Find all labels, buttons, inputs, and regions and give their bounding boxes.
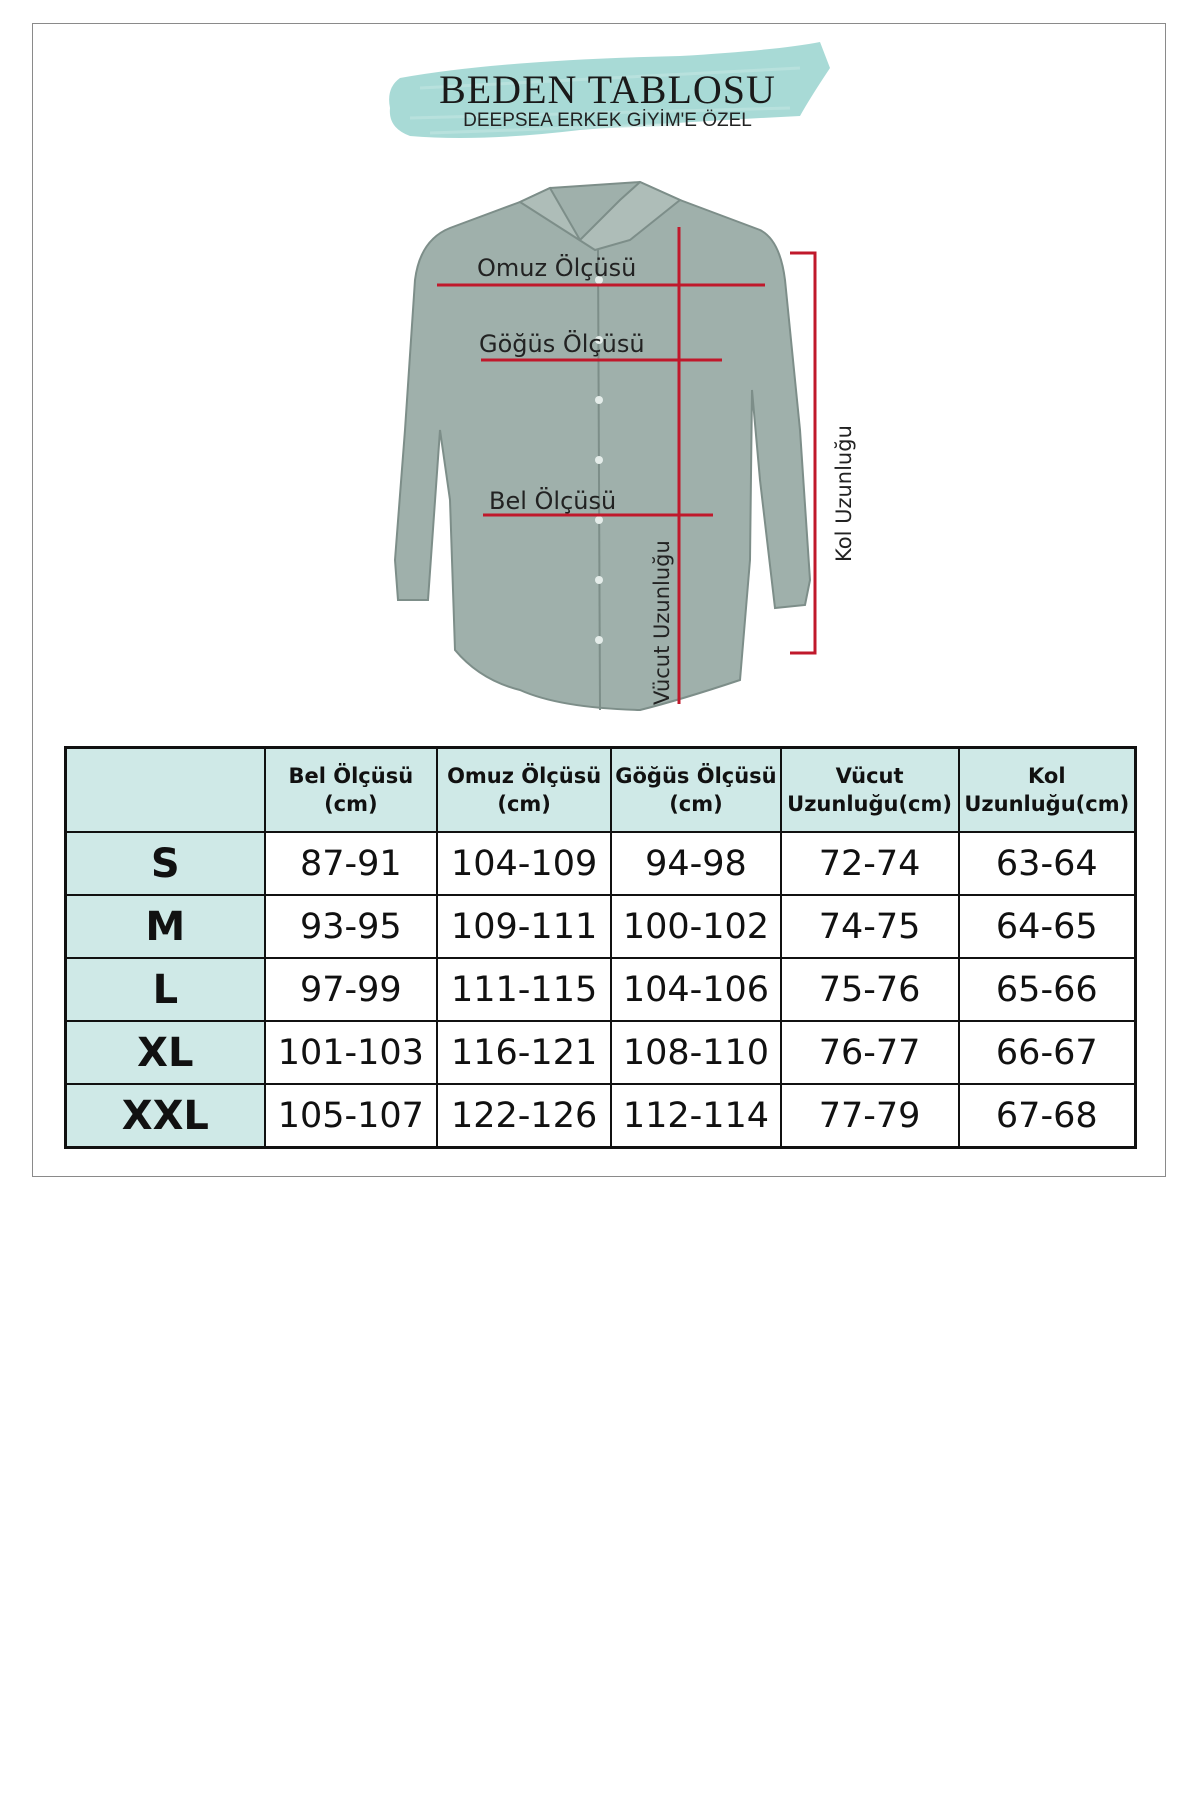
measurement-cell: 93-95 [263, 894, 438, 959]
measurement-cell: 67-68 [957, 1083, 1137, 1149]
measurement-cell: 63-64 [957, 831, 1137, 896]
shirt-illustration [393, 180, 817, 712]
measurement-cell: 94-98 [610, 831, 782, 896]
measurement-cell: 65-66 [957, 957, 1137, 1022]
column-header: Omuz Ölçüsü (cm) [435, 746, 613, 833]
measurement-cell: 77-79 [779, 1083, 960, 1149]
column-header: Kol Uzunluğu(cm) [957, 746, 1137, 833]
table-row: S 87-91 104-109 94-98 72-74 63-64 [64, 831, 1137, 896]
measurement-cell: 108-110 [610, 1020, 782, 1085]
measurement-cell: 109-111 [435, 894, 613, 959]
page-title: BEDEN TABLOSU [439, 67, 776, 112]
table-row: XXL 105-107 122-126 112-114 77-79 67-68 [64, 1083, 1137, 1149]
table-row: XL 101-103 116-121 108-110 76-77 66-67 [64, 1020, 1137, 1085]
size-label: M [64, 894, 266, 959]
chest-label: Göğüs Ölçüsü [479, 330, 645, 358]
waist-label: Bel Ölçüsü [489, 487, 617, 515]
size-label: S [64, 831, 266, 896]
body-length-label: Vücut Uzunluğu [650, 540, 674, 705]
measurement-cell: 72-74 [779, 831, 960, 896]
column-header: Bel Ölçüsü (cm) [263, 746, 438, 833]
measurement-cell: 75-76 [779, 957, 960, 1022]
table-header-row: Bel Ölçüsü (cm) Omuz Ölçüsü (cm) Göğüs Ölç… [64, 746, 1137, 833]
brush-stroke-banner [389, 42, 830, 138]
sleeve-length-label: Kol Uzunluğu [832, 425, 856, 562]
measurement-cell: 74-75 [779, 894, 960, 959]
size-label: XL [64, 1020, 266, 1085]
measurement-cell: 105-107 [263, 1083, 438, 1149]
measurement-cell: 87-91 [263, 831, 438, 896]
measurement-cell: 104-109 [435, 831, 613, 896]
measurement-cell: 100-102 [610, 894, 782, 959]
size-label: XXL [64, 1083, 266, 1149]
column-header: Vücut Uzunluğu(cm) [779, 746, 960, 833]
measurement-cell: 101-103 [263, 1020, 438, 1085]
measurement-cell: 104-106 [610, 957, 782, 1022]
measurement-cell: 122-126 [435, 1083, 613, 1149]
table-row: M 93-95 109-111 100-102 74-75 64-65 [64, 894, 1137, 959]
column-header [64, 746, 266, 833]
shoulder-label: Omuz Ölçüsü [477, 254, 637, 282]
size-table: Bel Ölçüsü (cm) Omuz Ölçüsü (cm) Göğüs Ölç… [64, 746, 1137, 1149]
measurement-cell: 111-115 [435, 957, 613, 1022]
column-header: Göğüs Ölçüsü (cm) [610, 746, 782, 833]
size-label: L [64, 957, 266, 1022]
measurement-cell: 66-67 [957, 1020, 1137, 1085]
chart-frame [32, 23, 1166, 1177]
measurement-cell: 97-99 [263, 957, 438, 1022]
measurement-cell: 64-65 [957, 894, 1137, 959]
table-row: L 97-99 111-115 104-106 75-76 65-66 [64, 957, 1137, 1022]
page-subtitle: DEEPSEA ERKEK GİYİM'E ÖZEL [463, 110, 752, 131]
measurement-cell: 76-77 [779, 1020, 960, 1085]
measurement-cell: 116-121 [435, 1020, 613, 1085]
measurement-cell: 112-114 [610, 1083, 782, 1149]
